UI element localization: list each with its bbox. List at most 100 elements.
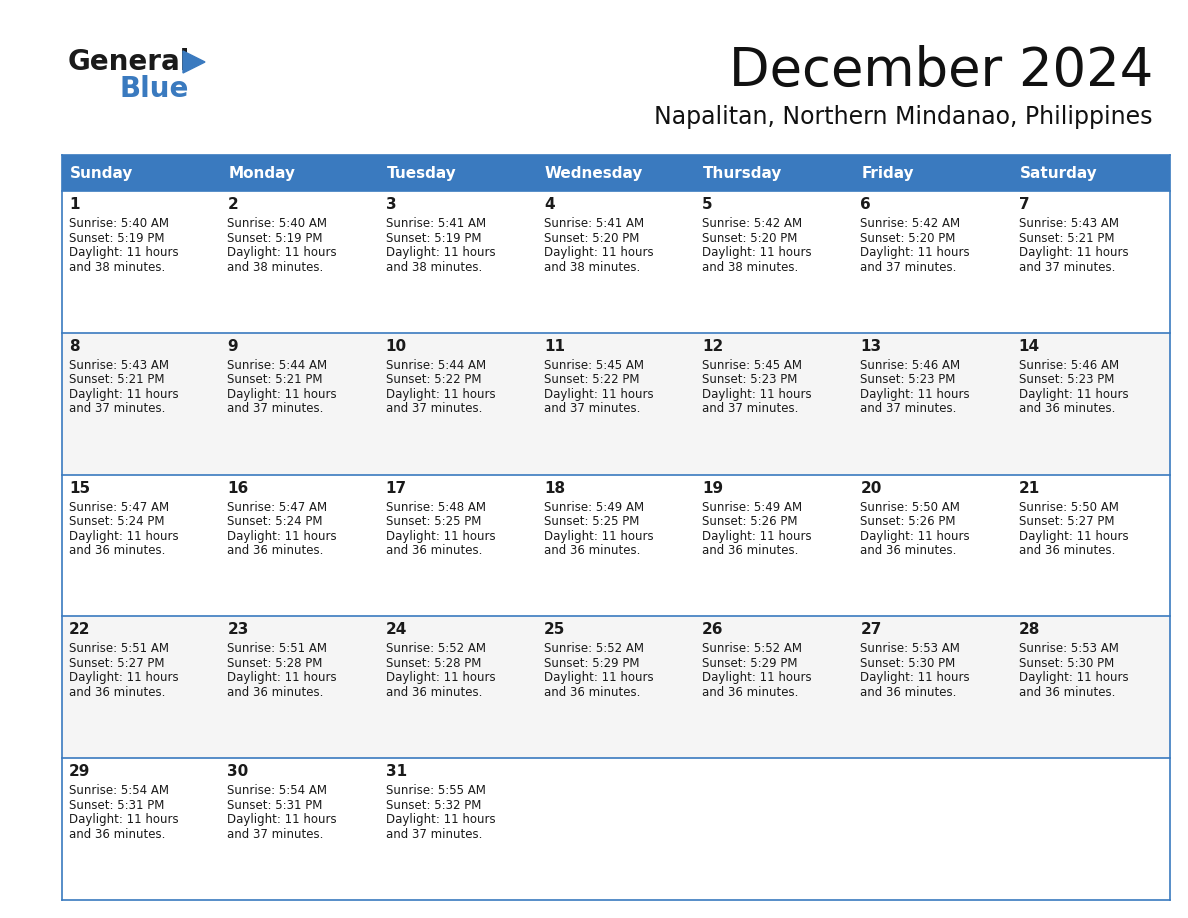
Text: Sunrise: 5:40 AM: Sunrise: 5:40 AM [227,217,327,230]
Text: Sunset: 5:31 PM: Sunset: 5:31 PM [227,799,323,812]
Text: Sunset: 5:23 PM: Sunset: 5:23 PM [1019,374,1114,386]
Text: Sunset: 5:26 PM: Sunset: 5:26 PM [702,515,797,528]
Text: Daylight: 11 hours: Daylight: 11 hours [386,813,495,826]
Text: Tuesday: Tuesday [386,165,456,181]
Text: 22: 22 [69,622,90,637]
Text: 19: 19 [702,481,723,496]
Text: and 36 minutes.: and 36 minutes. [702,686,798,699]
Text: Sunrise: 5:45 AM: Sunrise: 5:45 AM [702,359,802,372]
Text: 16: 16 [227,481,248,496]
Text: Sunset: 5:25 PM: Sunset: 5:25 PM [544,515,639,528]
Text: Sunset: 5:28 PM: Sunset: 5:28 PM [386,657,481,670]
Text: Daylight: 11 hours: Daylight: 11 hours [386,671,495,685]
Text: Sunrise: 5:47 AM: Sunrise: 5:47 AM [227,500,328,513]
Text: Sunset: 5:29 PM: Sunset: 5:29 PM [702,657,797,670]
Text: Sunset: 5:21 PM: Sunset: 5:21 PM [69,374,164,386]
Text: Monday: Monday [228,165,295,181]
Text: Daylight: 11 hours: Daylight: 11 hours [227,530,337,543]
Text: Sunrise: 5:43 AM: Sunrise: 5:43 AM [69,359,169,372]
Text: and 37 minutes.: and 37 minutes. [860,261,956,274]
Text: Sunset: 5:29 PM: Sunset: 5:29 PM [544,657,639,670]
Text: Sunrise: 5:42 AM: Sunrise: 5:42 AM [702,217,802,230]
Text: Daylight: 11 hours: Daylight: 11 hours [386,387,495,401]
Text: Daylight: 11 hours: Daylight: 11 hours [69,387,178,401]
Text: Sunrise: 5:42 AM: Sunrise: 5:42 AM [860,217,961,230]
Text: Sunset: 5:19 PM: Sunset: 5:19 PM [386,231,481,244]
Text: Sunset: 5:30 PM: Sunset: 5:30 PM [1019,657,1114,670]
Text: 17: 17 [386,481,406,496]
Text: Daylight: 11 hours: Daylight: 11 hours [860,246,971,259]
Text: Sunrise: 5:48 AM: Sunrise: 5:48 AM [386,500,486,513]
Text: 2: 2 [227,197,238,212]
Text: Sunset: 5:24 PM: Sunset: 5:24 PM [69,515,164,528]
Text: Sunset: 5:21 PM: Sunset: 5:21 PM [227,374,323,386]
Text: Sunrise: 5:44 AM: Sunrise: 5:44 AM [386,359,486,372]
Text: and 36 minutes.: and 36 minutes. [227,544,323,557]
Text: Daylight: 11 hours: Daylight: 11 hours [69,246,178,259]
Text: Daylight: 11 hours: Daylight: 11 hours [544,387,653,401]
Text: Daylight: 11 hours: Daylight: 11 hours [1019,387,1129,401]
Text: 30: 30 [227,764,248,779]
Bar [62,475,1170,616]
Text: Sunrise: 5:54 AM: Sunrise: 5:54 AM [69,784,169,797]
Text: and 37 minutes.: and 37 minutes. [1019,261,1116,274]
Text: Sunrise: 5:47 AM: Sunrise: 5:47 AM [69,500,169,513]
Text: 26: 26 [702,622,723,637]
Text: and 38 minutes.: and 38 minutes. [227,261,323,274]
Text: Daylight: 11 hours: Daylight: 11 hours [860,671,971,685]
Text: Sunrise: 5:49 AM: Sunrise: 5:49 AM [544,500,644,513]
Text: and 37 minutes.: and 37 minutes. [386,402,482,415]
Text: and 36 minutes.: and 36 minutes. [1019,402,1116,415]
Bar [62,155,1170,191]
Text: Daylight: 11 hours: Daylight: 11 hours [69,530,178,543]
Text: 28: 28 [1019,622,1040,637]
Text: Sunset: 5:21 PM: Sunset: 5:21 PM [1019,231,1114,244]
Text: Friday: Friday [861,165,914,181]
Text: 29: 29 [69,764,90,779]
Text: and 38 minutes.: and 38 minutes. [386,261,482,274]
Text: 4: 4 [544,197,555,212]
Text: Sunrise: 5:55 AM: Sunrise: 5:55 AM [386,784,486,797]
Text: Daylight: 11 hours: Daylight: 11 hours [702,387,811,401]
Text: 18: 18 [544,481,565,496]
Text: Sunset: 5:27 PM: Sunset: 5:27 PM [1019,515,1114,528]
Text: Sunrise: 5:41 AM: Sunrise: 5:41 AM [386,217,486,230]
Text: and 36 minutes.: and 36 minutes. [69,544,165,557]
Text: Sunset: 5:23 PM: Sunset: 5:23 PM [702,374,797,386]
Text: and 36 minutes.: and 36 minutes. [544,686,640,699]
Text: Daylight: 11 hours: Daylight: 11 hours [227,387,337,401]
Text: Sunrise: 5:44 AM: Sunrise: 5:44 AM [227,359,328,372]
Text: Daylight: 11 hours: Daylight: 11 hours [544,530,653,543]
Text: and 36 minutes.: and 36 minutes. [1019,686,1116,699]
Text: and 37 minutes.: and 37 minutes. [702,402,798,415]
Text: Daylight: 11 hours: Daylight: 11 hours [386,246,495,259]
Text: Daylight: 11 hours: Daylight: 11 hours [1019,246,1129,259]
Text: 11: 11 [544,339,564,353]
Text: and 37 minutes.: and 37 minutes. [69,402,165,415]
Text: Sunrise: 5:52 AM: Sunrise: 5:52 AM [386,643,486,655]
Text: Sunset: 5:28 PM: Sunset: 5:28 PM [227,657,323,670]
Text: 14: 14 [1019,339,1040,353]
Text: 9: 9 [227,339,238,353]
Bar [62,333,1170,475]
Text: and 36 minutes.: and 36 minutes. [227,686,323,699]
Text: and 37 minutes.: and 37 minutes. [544,402,640,415]
Text: Sunrise: 5:41 AM: Sunrise: 5:41 AM [544,217,644,230]
Text: Thursday: Thursday [703,165,783,181]
Text: and 38 minutes.: and 38 minutes. [544,261,640,274]
Text: 13: 13 [860,339,881,353]
Text: Sunset: 5:31 PM: Sunset: 5:31 PM [69,799,164,812]
Text: Daylight: 11 hours: Daylight: 11 hours [1019,530,1129,543]
Text: Sunset: 5:19 PM: Sunset: 5:19 PM [227,231,323,244]
Text: Sunday: Sunday [70,165,133,181]
Text: 12: 12 [702,339,723,353]
Text: Sunrise: 5:46 AM: Sunrise: 5:46 AM [860,359,961,372]
Text: Daylight: 11 hours: Daylight: 11 hours [702,530,811,543]
Text: 7: 7 [1019,197,1029,212]
Text: General: General [68,48,190,76]
Text: Sunset: 5:19 PM: Sunset: 5:19 PM [69,231,164,244]
Text: and 37 minutes.: and 37 minutes. [227,402,323,415]
Text: Sunrise: 5:52 AM: Sunrise: 5:52 AM [702,643,802,655]
Text: Sunset: 5:22 PM: Sunset: 5:22 PM [386,374,481,386]
Text: and 36 minutes.: and 36 minutes. [1019,544,1116,557]
